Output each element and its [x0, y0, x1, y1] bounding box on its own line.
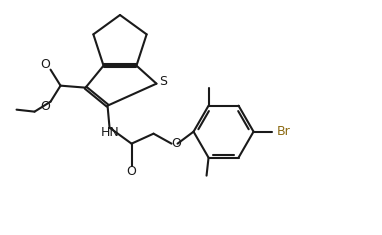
Text: S: S	[159, 75, 167, 88]
Text: Br: Br	[277, 125, 290, 138]
Text: O: O	[40, 58, 50, 71]
Text: HN: HN	[101, 126, 120, 139]
Text: O: O	[40, 100, 50, 113]
Text: O: O	[126, 165, 136, 178]
Text: O: O	[172, 137, 181, 150]
